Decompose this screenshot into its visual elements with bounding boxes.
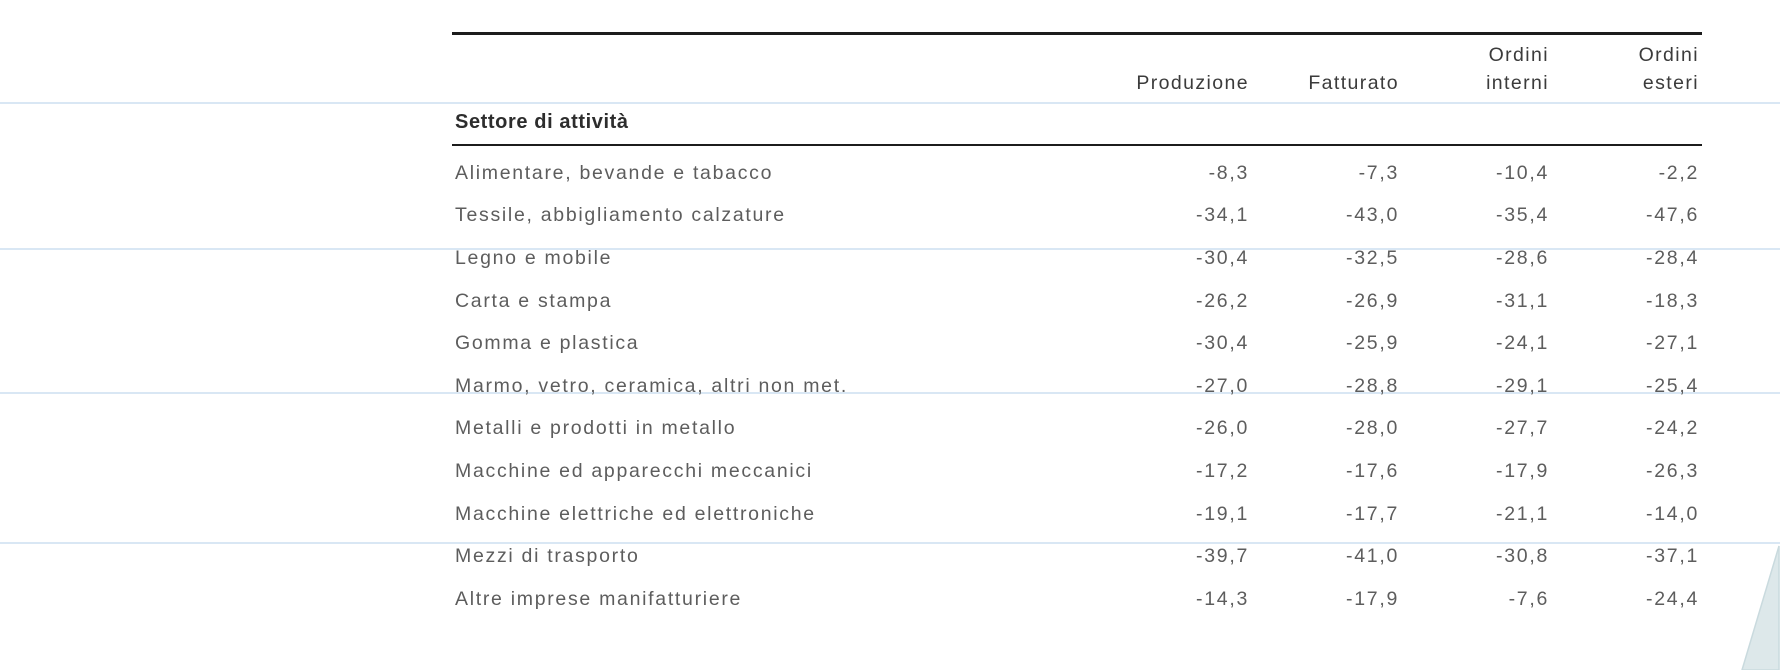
table-row: Altre imprese manifatturiere -14,3 -17,9… <box>455 578 1699 621</box>
background-gridline <box>0 542 1780 544</box>
table-row: Macchine elettriche ed elettroniche -19,… <box>455 493 1699 536</box>
column-header-fatturato: Fatturato <box>1308 71 1399 94</box>
cell-produzione: -39,7 <box>1196 545 1249 568</box>
cell-fatturato: -17,7 <box>1346 502 1399 525</box>
cell-produzione: -8,3 <box>1208 161 1249 184</box>
cell-ordini-interni: -21,1 <box>1496 502 1549 525</box>
row-label: Marmo, vetro, ceramica, altri non met. <box>455 374 848 397</box>
row-label: Macchine ed apparecchi meccanici <box>455 459 813 482</box>
cell-ordini-interni: -10,4 <box>1496 161 1549 184</box>
cell-produzione: -34,1 <box>1196 204 1249 227</box>
table-row: Gomma e plastica -30,4 -25,9 -24,1 -27,1 <box>455 322 1699 365</box>
table-row: Legno e mobile -30,4 -32,5 -28,6 -28,4 <box>455 237 1699 280</box>
cell-ordini-esteri: -2,2 <box>1658 161 1699 184</box>
column-header-ordini-interni: Ordini interni <box>1486 43 1549 94</box>
cell-fatturato: -32,5 <box>1346 246 1399 269</box>
background-gridline <box>0 392 1780 394</box>
row-label: Carta e stampa <box>455 289 613 312</box>
table-row: Alimentare, bevande e tabacco -8,3 -7,3 … <box>455 152 1699 195</box>
cell-fatturato: -26,9 <box>1346 289 1399 312</box>
cell-fatturato: -28,0 <box>1346 417 1399 440</box>
cell-produzione: -26,2 <box>1196 289 1249 312</box>
cell-ordini-esteri: -28,4 <box>1646 246 1699 269</box>
row-label: Gomma e plastica <box>455 332 640 355</box>
industry-indicators-table: Produzione Fatturato Ordini interni Ordi… <box>452 32 1702 621</box>
table-body: Alimentare, bevande e tabacco -8,3 -7,3 … <box>452 146 1702 621</box>
cell-produzione: -30,4 <box>1196 332 1249 355</box>
cell-ordini-interni: -30,8 <box>1496 545 1549 568</box>
cell-ordini-esteri: -14,0 <box>1646 502 1699 525</box>
cell-fatturato: -43,0 <box>1346 204 1399 227</box>
cell-produzione: -19,1 <box>1196 502 1249 525</box>
column-header-ordini-esteri: Ordini esteri <box>1638 43 1699 94</box>
column-header-produzione: Produzione <box>1136 71 1249 94</box>
table-row: Macchine ed apparecchi meccanici -17,2 -… <box>455 450 1699 493</box>
row-label: Macchine elettriche ed elettroniche <box>455 502 816 525</box>
cell-ordini-esteri: -24,4 <box>1646 587 1699 610</box>
table-top-rule <box>452 32 1702 35</box>
row-label: Mezzi di trasporto <box>455 545 640 568</box>
corner-accent-triangle <box>1741 545 1780 670</box>
cell-produzione: -30,4 <box>1196 246 1249 269</box>
cell-produzione: -17,2 <box>1196 459 1249 482</box>
background-gridline <box>0 248 1780 250</box>
cell-ordini-interni: -31,1 <box>1496 289 1549 312</box>
table-mid-rule <box>452 143 1702 146</box>
cell-ordini-esteri: -37,1 <box>1646 545 1699 568</box>
cell-fatturato: -25,9 <box>1346 332 1399 355</box>
cell-ordini-esteri: -27,1 <box>1646 332 1699 355</box>
cell-ordini-interni: -7,6 <box>1508 587 1549 610</box>
cell-fatturato: -28,8 <box>1346 374 1399 397</box>
table-row: Tessile, abbigliamento calzature -34,1 -… <box>455 195 1699 238</box>
cell-produzione: -14,3 <box>1196 587 1249 610</box>
row-label: Altre imprese manifatturiere <box>455 587 743 610</box>
table-row: Marmo, vetro, ceramica, altri non met. -… <box>455 365 1699 408</box>
row-label: Alimentare, bevande e tabacco <box>455 161 774 184</box>
table-column-headers: Produzione Fatturato Ordini interni Ordi… <box>452 35 1702 97</box>
row-label: Legno e mobile <box>455 246 613 269</box>
background-gridline <box>0 102 1780 104</box>
cell-fatturato: -41,0 <box>1346 545 1399 568</box>
row-label: Metalli e prodotti in metallo <box>455 417 737 440</box>
table-row: Carta e stampa -26,2 -26,9 -31,1 -18,3 <box>455 280 1699 323</box>
cell-ordini-esteri: -24,2 <box>1646 417 1699 440</box>
cell-ordini-interni: -35,4 <box>1496 204 1549 227</box>
cell-ordini-interni: -27,7 <box>1496 417 1549 440</box>
cell-ordini-esteri: -26,3 <box>1646 459 1699 482</box>
cell-ordini-interni: -28,6 <box>1496 246 1549 269</box>
table-row: Mezzi di trasporto -39,7 -41,0 -30,8 -37… <box>455 535 1699 578</box>
row-label: Tessile, abbigliamento calzature <box>455 204 786 227</box>
cell-ordini-esteri: -25,4 <box>1646 374 1699 397</box>
cell-fatturato: -17,9 <box>1346 587 1399 610</box>
cell-ordini-interni: -17,9 <box>1496 459 1549 482</box>
cell-produzione: -27,0 <box>1196 374 1249 397</box>
cell-fatturato: -7,3 <box>1358 161 1399 184</box>
cell-ordini-interni: -24,1 <box>1496 332 1549 355</box>
cell-produzione: -26,0 <box>1196 417 1249 440</box>
section-header: Settore di attività <box>455 110 629 133</box>
cell-fatturato: -17,6 <box>1346 459 1399 482</box>
cell-ordini-interni: -29,1 <box>1496 374 1549 397</box>
cell-ordini-esteri: -47,6 <box>1646 204 1699 227</box>
cell-ordini-esteri: -18,3 <box>1646 289 1699 312</box>
table-row: Metalli e prodotti in metallo -26,0 -28,… <box>455 408 1699 451</box>
